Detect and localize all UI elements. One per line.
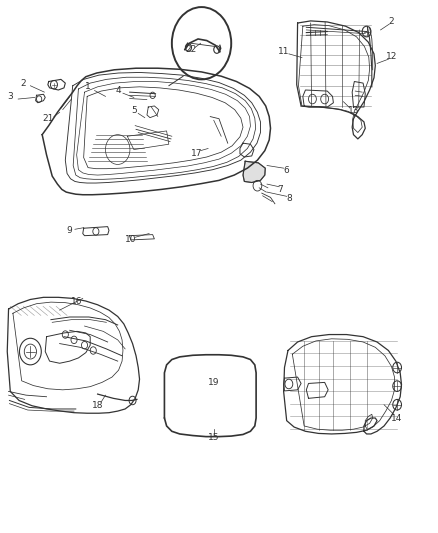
Text: 22: 22 — [185, 45, 196, 54]
Text: 4: 4 — [116, 85, 121, 94]
Text: 7: 7 — [277, 185, 283, 194]
Text: 5: 5 — [131, 106, 137, 115]
Text: 6: 6 — [284, 166, 290, 175]
Text: 19: 19 — [208, 378, 219, 387]
Text: 8: 8 — [287, 195, 293, 204]
Text: 3: 3 — [7, 92, 13, 101]
Text: 15: 15 — [208, 433, 219, 442]
Polygon shape — [243, 161, 265, 182]
Text: 10: 10 — [125, 236, 137, 245]
Text: 21: 21 — [42, 114, 53, 123]
Text: 17: 17 — [191, 149, 202, 158]
Text: 13: 13 — [348, 106, 359, 115]
Text: 14: 14 — [392, 414, 403, 423]
Text: 9: 9 — [67, 227, 73, 236]
Text: 16: 16 — [71, 296, 83, 305]
Text: 2: 2 — [389, 18, 394, 27]
Text: 11: 11 — [278, 47, 290, 55]
Text: 12: 12 — [386, 52, 397, 61]
Text: 2: 2 — [21, 78, 26, 87]
Text: 18: 18 — [92, 401, 103, 410]
Circle shape — [172, 7, 231, 79]
Text: 1: 1 — [85, 82, 91, 91]
